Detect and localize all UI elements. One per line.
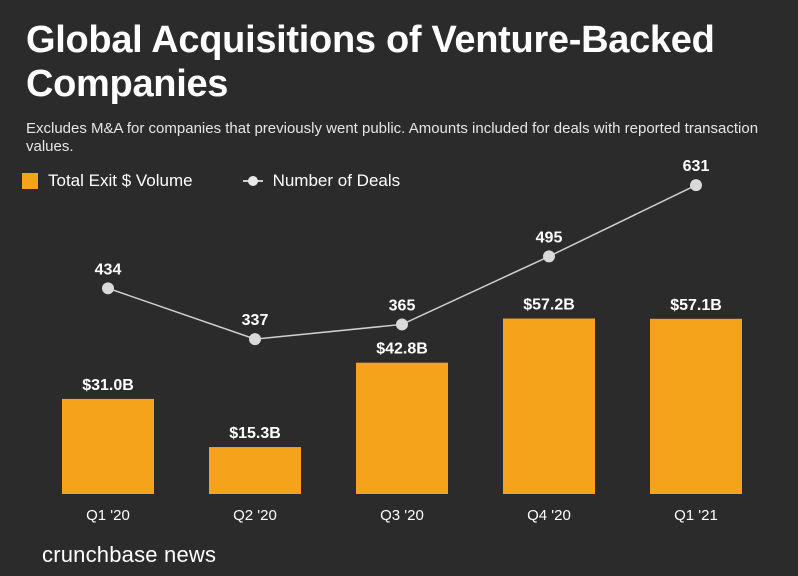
deals-point-1	[249, 333, 261, 346]
x-tick-3: Q4 '20	[527, 507, 571, 524]
deals-point-3	[543, 250, 555, 263]
legend-item-deals: Number of Deals	[242, 171, 401, 191]
deals-label-3: 495	[536, 229, 563, 246]
bar-0	[62, 398, 154, 494]
deals-point-2	[396, 318, 408, 331]
brand-logo: crunchbase news	[42, 542, 217, 567]
bar-1	[209, 447, 301, 494]
deals-label-4: 631	[683, 158, 710, 175]
bar-label-2: $42.8B	[376, 341, 428, 358]
chart-subtitle: Excludes M&A for companies that previous…	[26, 120, 759, 155]
deals-label-0: 434	[95, 261, 122, 278]
bar-label-0: $31.0B	[82, 377, 134, 394]
deals-label-1: 337	[242, 312, 269, 329]
bar-label-1: $15.3B	[229, 425, 281, 442]
legend-label-deals: Number of Deals	[272, 171, 401, 190]
bar-4	[650, 318, 742, 494]
legend-bar-swatch	[22, 173, 38, 189]
legend-line-swatch	[242, 174, 263, 188]
bar-2	[356, 362, 448, 494]
x-tick-1: Q2 '20	[233, 507, 277, 524]
chart-title: Global Acquisitions of Venture-Backed Co…	[26, 19, 715, 105]
deals-point-0	[102, 282, 114, 295]
legend: Total Exit $ Volume Number of Deals	[22, 170, 450, 192]
legend-label-volume: Total Exit $ Volume	[48, 171, 193, 190]
deals-point-4	[690, 179, 702, 192]
bar-3	[503, 318, 595, 494]
x-tick-2: Q3 '20	[380, 507, 424, 524]
deals-label-2: 365	[389, 297, 416, 314]
legend-item-volume: Total Exit $ Volume	[22, 171, 193, 191]
deals-line	[107, 184, 697, 340]
bar-label-3: $57.2B	[523, 297, 575, 314]
bar-label-4: $57.1B	[670, 297, 722, 314]
x-tick-0: Q1 '20	[86, 507, 130, 524]
x-tick-4: Q1 '21	[674, 507, 718, 524]
